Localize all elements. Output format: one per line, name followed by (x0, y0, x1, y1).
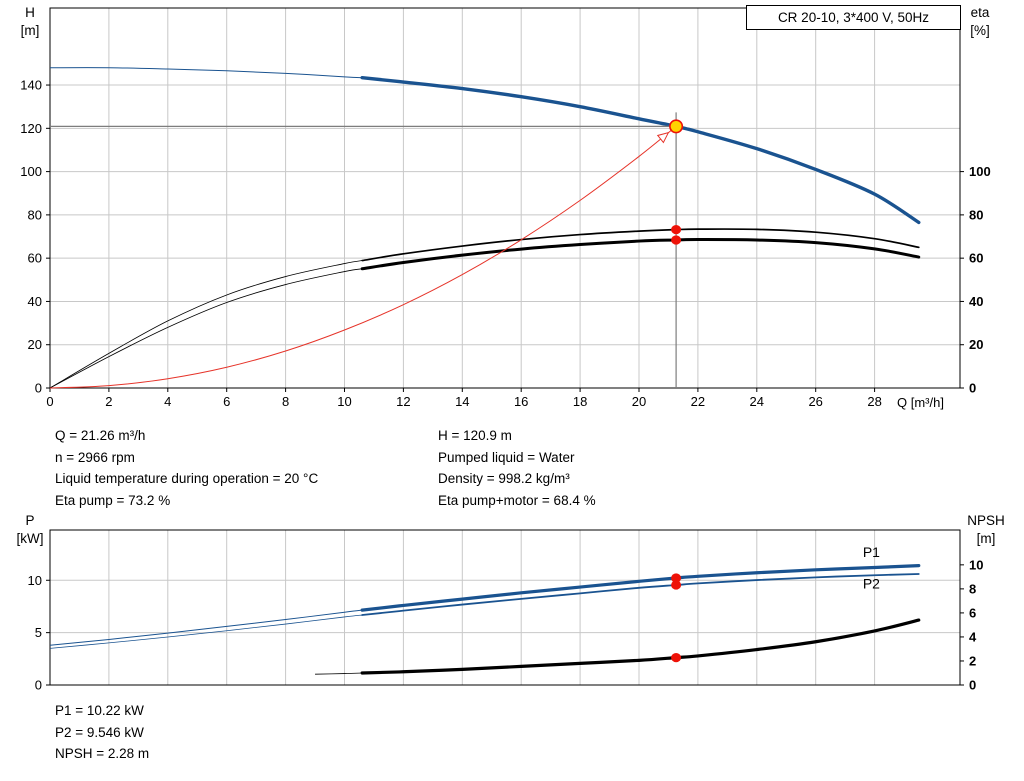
info-line-pumped-liquid: Pumped liquid = Water (438, 449, 575, 465)
y-right-tick-label: 8 (969, 581, 976, 596)
curve-thin-P2 (49, 614, 363, 649)
series-label-P1: P1 (863, 544, 880, 560)
x-tick-label: 14 (455, 394, 469, 409)
curve-thin-NPSH (315, 672, 363, 675)
x-tick-label: 0 (46, 394, 53, 409)
y-right-tick-label: 20 (969, 337, 983, 352)
duty-dot (671, 235, 682, 245)
x-tick-label: 10 (337, 394, 351, 409)
eta-axis-unit: [%] (970, 23, 990, 38)
duty-dot (671, 653, 682, 663)
info-line-n: n = 2966 rpm (55, 449, 135, 465)
curve-H-Q curve (360, 75, 921, 225)
x-tick-label: 22 (691, 394, 705, 409)
x-tick-label: 12 (396, 394, 410, 409)
info-line-density: Density = 998.2 kg/m³ (438, 471, 570, 486)
y-left-tick-label: 140 (20, 78, 42, 93)
pump-model-label: CR 20-10, 3*400 V, 50Hz (746, 5, 961, 30)
x-tick-label: 4 (164, 394, 171, 409)
curve-P1 (360, 564, 921, 612)
y-right-tick-label: 6 (969, 605, 976, 620)
duty-info-col1: Q = 21.26 m³/h n = 2966 rpm Liquid tempe… (55, 425, 318, 511)
system-curve-arrow (656, 131, 670, 144)
y-left-tick-label: 60 (28, 251, 42, 266)
info-line-p2: P2 = 9.546 kW (55, 724, 144, 740)
duty-point-marker[interactable] (669, 119, 684, 134)
y-right-tick-label: 80 (969, 207, 983, 222)
p-axis-unit: [kW] (16, 531, 44, 546)
h-axis-symbol: H (25, 5, 35, 20)
x-axis-title: Q [m³/h] (897, 395, 944, 410)
y-left-tick-label: 0 (35, 678, 42, 693)
y-left-tick-label: 20 (28, 337, 42, 352)
eta-axis-symbol: eta (970, 5, 990, 20)
h-axis-unit: [m] (20, 23, 40, 38)
x-tick-label: 20 (632, 394, 646, 409)
curve-System curve (49, 125, 677, 389)
info-line-q: Q = 21.26 m³/h (55, 428, 146, 443)
p-axis-symbol: P (25, 513, 35, 528)
y-right-tick-label: 100 (969, 164, 991, 179)
x-tick-label: 18 (573, 394, 587, 409)
y-left-tick-label: 0 (35, 381, 42, 396)
curve-thin-Eta pump (49, 260, 363, 389)
curve-thin-Eta pump+motor (49, 268, 363, 389)
y-left-tick-label: 120 (20, 121, 42, 136)
eta-axis-title: eta [%] (958, 4, 1002, 40)
x-tick-label: 2 (105, 394, 112, 409)
curve-NPSH (360, 618, 921, 675)
info-line-h: H = 120.9 m (438, 428, 512, 443)
power-npsh-chart: 0 5 10 0 2 4 6 8 10 P1 P2 (28, 529, 983, 693)
y-right-tick-label: 40 (969, 294, 983, 309)
y-left-tick-label: 40 (28, 294, 42, 309)
y-right-tick-label: 0 (969, 678, 976, 693)
y-right-tick-label: 0 (969, 381, 976, 396)
y-left-tick-label: 100 (20, 164, 42, 179)
y-right-tick-label: 4 (969, 629, 977, 644)
x-tick-label: 6 (223, 394, 230, 409)
duty-info-col2: H = 120.9 m Pumped liquid = Water Densit… (438, 425, 596, 511)
y-left-tick-label: 5 (35, 625, 42, 640)
npsh-axis-symbol: NPSH (967, 513, 1005, 528)
info-line-eta-pump-motor: Eta pump+motor = 68.4 % (438, 492, 596, 508)
curve-P2 (361, 573, 920, 616)
curve-thin-P1 (49, 609, 363, 646)
y-right-tick-label: 2 (969, 653, 976, 668)
duty-dot (671, 573, 682, 583)
curve-Eta pump+motor (360, 238, 921, 271)
duty-dot (671, 224, 682, 235)
plot-border (49, 7, 961, 389)
y-left-tick-label: 10 (28, 573, 42, 588)
x-tick-label: 8 (282, 394, 289, 409)
curve-Eta pump (361, 228, 920, 262)
duty-dot (671, 580, 682, 590)
series-label-P2: P2 (863, 576, 880, 592)
plot-border (49, 529, 961, 686)
y-right-tick-label: 10 (969, 557, 983, 572)
info-line-p1: P1 = 10.22 kW (55, 703, 144, 718)
curve-thin-H-Q curve (49, 67, 363, 79)
x-tick-label: 16 (514, 394, 528, 409)
power-info-block: P1 = 10.22 kW P2 = 9.546 kW NPSH = 2.28 … (55, 700, 149, 765)
x-tick-label: 24 (750, 394, 764, 409)
npsh-axis-unit: [m] (976, 531, 996, 546)
info-line-liquid-temp: Liquid temperature during operation = 20… (55, 471, 319, 486)
x-tick-label: 26 (808, 394, 822, 409)
h-axis-title: H [m] (11, 4, 49, 40)
y-left-tick-label: 80 (28, 207, 42, 222)
y-right-tick-label: 60 (969, 251, 983, 266)
p-axis-title: P [kW] (11, 512, 49, 548)
npsh-axis-title: NPSH [m] (956, 512, 1016, 548)
info-line-npsh: NPSH = 2.28 m (55, 746, 150, 761)
info-line-eta-pump: Eta pump = 73.2 % (55, 492, 171, 508)
x-tick-label: 28 (867, 394, 881, 409)
